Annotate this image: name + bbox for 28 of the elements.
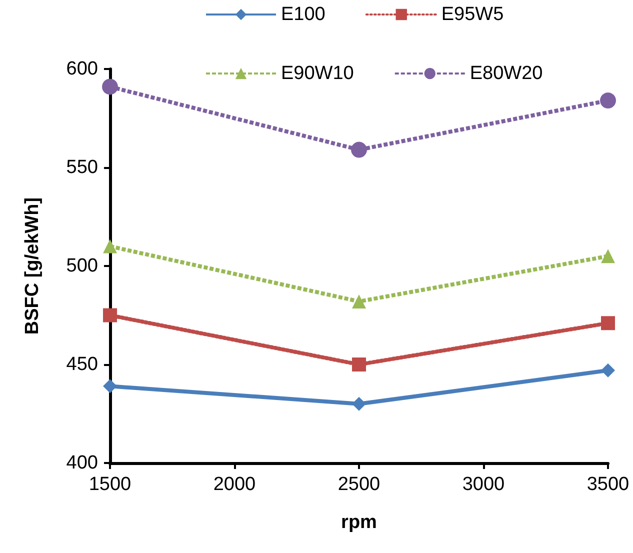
legend-label: E80W20 xyxy=(470,63,543,84)
x-tick-label: 2000 xyxy=(213,474,256,495)
point xyxy=(601,363,615,378)
point xyxy=(103,239,117,254)
point xyxy=(103,308,117,322)
x-axis-title: rpm xyxy=(341,512,377,533)
y-tick-label: 550 xyxy=(66,157,98,178)
point xyxy=(600,92,616,109)
x-tick-label: 3500 xyxy=(586,474,630,495)
point xyxy=(352,294,366,308)
x-tick-label: 2500 xyxy=(338,474,380,495)
point xyxy=(102,78,118,95)
point xyxy=(352,396,366,411)
point xyxy=(351,142,367,158)
y-axis-title: BSFC [g/ekWh] xyxy=(22,197,43,335)
legend-label: E100 xyxy=(281,4,326,25)
y-tick-label: 500 xyxy=(66,256,98,276)
y-tick-label: 600 xyxy=(66,58,98,80)
point xyxy=(601,316,615,330)
legend-label: E90W10 xyxy=(281,63,354,84)
y-tick-label: 450 xyxy=(66,354,98,375)
y-tick-label: 400 xyxy=(66,452,98,474)
x-tick-label: 1500 xyxy=(88,474,132,495)
point xyxy=(601,249,615,264)
point xyxy=(103,379,117,394)
x-tick-label: 3000 xyxy=(462,474,505,495)
legend-label: E95W5 xyxy=(441,4,504,25)
point xyxy=(352,358,366,372)
